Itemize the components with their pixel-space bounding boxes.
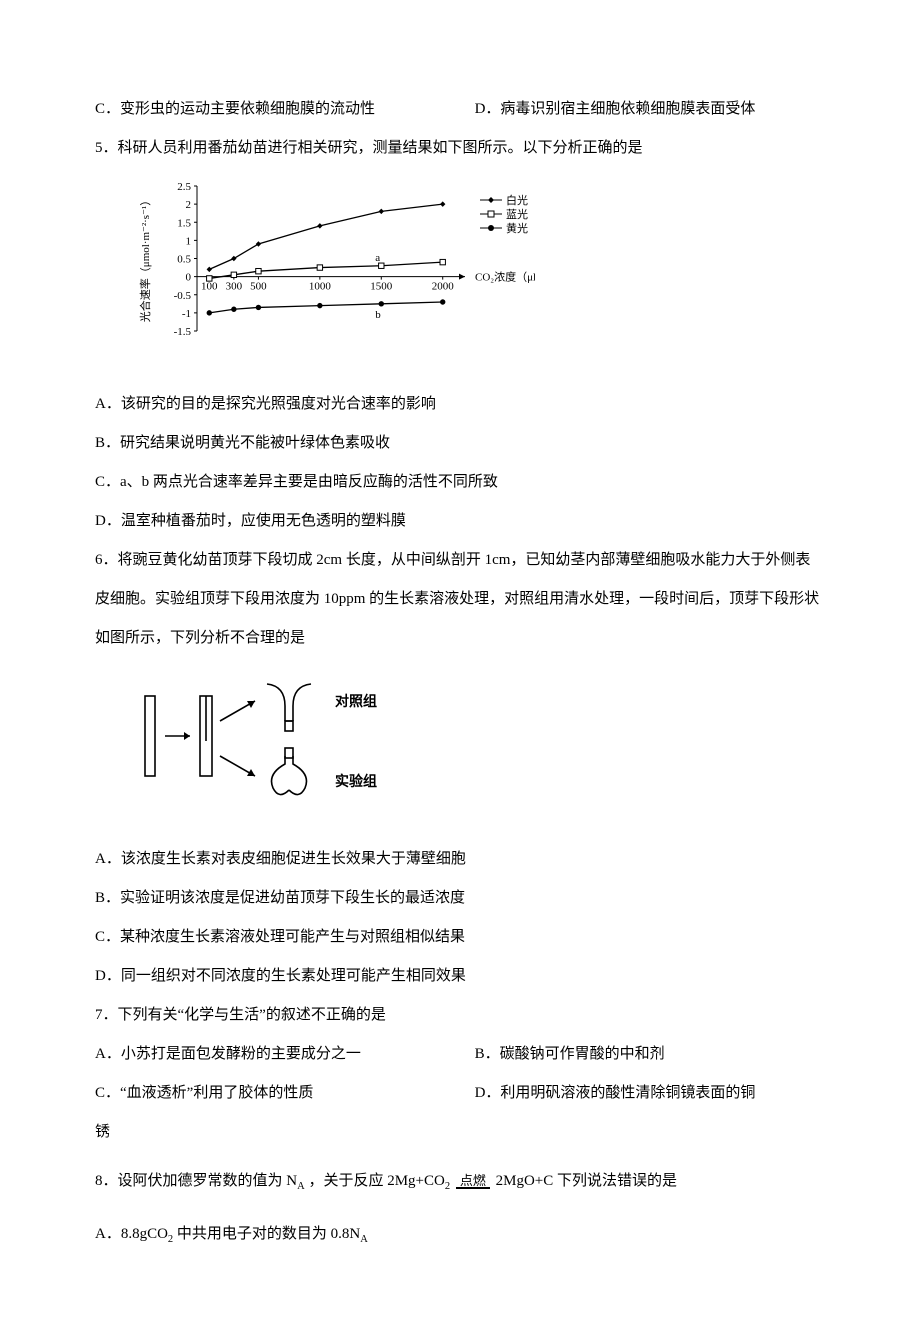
svg-text:-1.5: -1.5 <box>174 326 192 338</box>
svg-text:2000: 2000 <box>432 281 455 293</box>
svg-text:实验组: 实验组 <box>335 773 377 790</box>
svg-text:1500: 1500 <box>370 281 393 293</box>
svg-text:1.5: 1.5 <box>177 217 191 229</box>
q8-a-suf: 中共用电子对的数目为 0.8N <box>173 1226 360 1242</box>
q-opt-c: C．变形虫的运动主要依赖细胞膜的流动性 <box>95 90 475 129</box>
reaction-arrow: 点燃 <box>456 1174 490 1190</box>
svg-text:100: 100 <box>201 281 218 293</box>
svg-text:CO₂浓度（μl·L⁻¹）: CO₂浓度（μl·L⁻¹） <box>475 270 535 284</box>
svg-text:500: 500 <box>250 281 267 293</box>
q7-opt-d-cont: 锈 <box>95 1113 825 1152</box>
svg-text:-0.5: -0.5 <box>174 290 192 302</box>
svg-text:a: a <box>375 252 380 264</box>
q8-eq-l: 2Mg+CO <box>387 1173 445 1189</box>
svg-text:300: 300 <box>226 281 243 293</box>
svg-text:白光: 白光 <box>506 193 528 207</box>
q7-opt-a: A．小苏打是面包发酵粉的主要成分之一 <box>95 1035 475 1074</box>
svg-text:2: 2 <box>186 199 192 211</box>
svg-text:光合速率（μmol·m⁻²·s⁻¹）: 光合速率（μmol·m⁻²·s⁻¹） <box>138 195 152 322</box>
svg-text:-1: -1 <box>182 308 191 320</box>
q8-a-pre: A．8.8gCO <box>95 1226 168 1242</box>
q-opt-d: D．病毒识别宿主细胞依赖细胞膜表面受体 <box>475 90 756 129</box>
q5-opt-d: D．温室种植番茄时，应使用无色透明的塑料膜 <box>95 502 825 541</box>
q5-stem: 5．科研人员利用番茄幼苗进行相关研究，测量结果如下图所示。以下分析正确的是 <box>95 129 825 168</box>
svg-text:1: 1 <box>186 235 192 247</box>
q5-opt-a: A．该研究的目的是探究光照强度对光合速率的影响 <box>95 385 825 424</box>
q8-sub: A <box>297 1181 305 1192</box>
q5-opt-b: B．研究结果说明黄光不能被叶绿体色素吸收 <box>95 424 825 463</box>
q8-prefix: 8．设阿伏加德罗常数的值为 N <box>95 1173 297 1189</box>
svg-text:0: 0 <box>186 272 192 284</box>
q6-opt-d: D．同一组织对不同浓度的生长素处理可能产生相同效果 <box>95 957 825 996</box>
q7-stem: 7．下列有关“化学与生活”的叙述不正确的是 <box>95 996 825 1035</box>
svg-text:2.5: 2.5 <box>177 181 191 193</box>
q6-opt-b: B．实验证明该浓度是促进幼苗顶芽下段生长的最适浓度 <box>95 879 825 918</box>
svg-text:1000: 1000 <box>309 281 332 293</box>
q8-a-sub: A <box>360 1234 368 1245</box>
q7-opt-b: B．碳酸钠可作胃酸的中和剂 <box>475 1035 665 1074</box>
q7-opt-c: C．“血液透析”利用了胶体的性质 <box>95 1074 475 1113</box>
q8-suffix: 下列说法错误的是 <box>553 1173 677 1189</box>
q8-cond: 点燃 <box>456 1174 490 1188</box>
q5-chart: -1.5 -1 -0.5 0 0.5 1 1.5 2 2.5 100 300 500 1000 1500 2… <box>135 176 825 377</box>
q5-opt-c: C．a、b 两点光合速率差异主要是由暗反应酶的活性不同所致 <box>95 463 825 502</box>
q6-stem: 6．将豌豆黄化幼苗顶芽下段切成 2cm 长度，从中间纵剖开 1cm，已知幼茎内部… <box>95 541 825 658</box>
q8-stem: 8．设阿伏加德罗常数的值为 NA ，关于反应 2Mg+CO2 点燃 2MgO+C… <box>95 1162 825 1201</box>
q6-opt-c: C．某种浓度生长素溶液处理可能产生与对照组相似结果 <box>95 918 825 957</box>
q8-opt-a: A．8.8gCO2 中共用电子对的数目为 0.8NA <box>95 1215 825 1254</box>
svg-text:对照组: 对照组 <box>335 693 377 710</box>
q8-mid: ，关于反应 <box>305 1173 388 1189</box>
svg-text:b: b <box>375 309 381 321</box>
q6-opt-a: A．该浓度生长素对表皮细胞促进生长效果大于薄壁细胞 <box>95 840 825 879</box>
svg-text:黄光: 黄光 <box>506 221 528 235</box>
q6-diagram: 对照组实验组 <box>135 666 825 832</box>
svg-text:0.5: 0.5 <box>177 254 191 266</box>
q7-opt-d: D．利用明矾溶液的酸性清除铜镜表面的铜 <box>475 1074 756 1113</box>
q8-eq-r: 2MgO+C <box>496 1173 554 1189</box>
svg-text:蓝光: 蓝光 <box>506 207 528 221</box>
